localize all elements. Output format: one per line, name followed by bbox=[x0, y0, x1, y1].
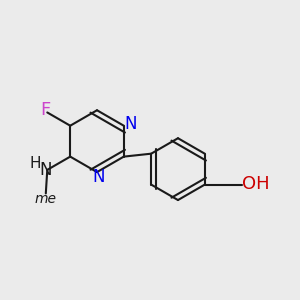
Text: OH: OH bbox=[242, 175, 270, 193]
Text: N: N bbox=[40, 161, 52, 179]
Text: F: F bbox=[40, 101, 50, 119]
Text: me: me bbox=[35, 192, 57, 206]
Text: N: N bbox=[92, 168, 105, 186]
Text: H: H bbox=[30, 157, 41, 172]
Text: N: N bbox=[124, 115, 136, 133]
